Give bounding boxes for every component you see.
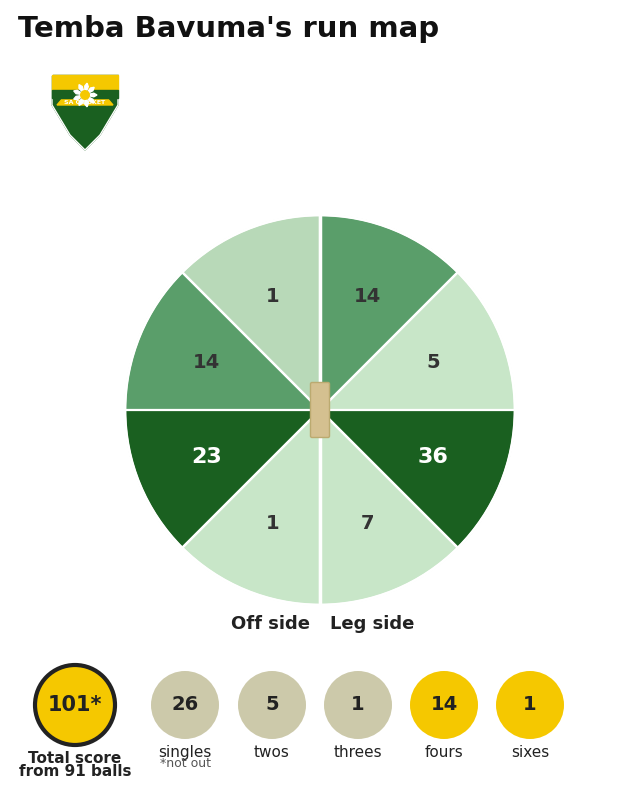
Polygon shape bbox=[182, 410, 320, 605]
Circle shape bbox=[496, 671, 564, 739]
Text: 5: 5 bbox=[427, 353, 440, 373]
Polygon shape bbox=[79, 95, 85, 105]
Text: 1: 1 bbox=[266, 514, 280, 533]
Text: 1: 1 bbox=[351, 696, 365, 714]
Polygon shape bbox=[320, 272, 515, 410]
Polygon shape bbox=[125, 410, 320, 548]
Text: threes: threes bbox=[333, 745, 382, 760]
Text: sixes: sixes bbox=[511, 745, 549, 760]
FancyBboxPatch shape bbox=[310, 382, 330, 437]
Text: 101*: 101* bbox=[48, 695, 102, 715]
Text: Total score: Total score bbox=[28, 751, 122, 766]
Text: fours: fours bbox=[424, 745, 463, 760]
Polygon shape bbox=[52, 90, 118, 98]
Circle shape bbox=[35, 665, 115, 745]
Text: 23: 23 bbox=[191, 447, 222, 467]
Text: 14: 14 bbox=[353, 287, 381, 306]
Polygon shape bbox=[125, 272, 320, 410]
Text: 36: 36 bbox=[418, 447, 449, 467]
Text: twos: twos bbox=[254, 745, 290, 760]
Text: 1: 1 bbox=[266, 287, 280, 306]
Polygon shape bbox=[182, 215, 320, 410]
Polygon shape bbox=[57, 98, 113, 105]
Circle shape bbox=[80, 90, 90, 100]
Text: Temba Bavuma's run map: Temba Bavuma's run map bbox=[18, 15, 439, 43]
Polygon shape bbox=[320, 410, 515, 548]
Text: Off side: Off side bbox=[231, 615, 310, 633]
Polygon shape bbox=[52, 75, 118, 90]
Polygon shape bbox=[85, 95, 94, 103]
Text: from 91 balls: from 91 balls bbox=[19, 764, 131, 779]
Text: singles: singles bbox=[158, 745, 212, 760]
Text: 5: 5 bbox=[265, 696, 279, 714]
Text: *not out: *not out bbox=[159, 757, 211, 770]
Circle shape bbox=[324, 671, 392, 739]
Text: Leg side: Leg side bbox=[330, 615, 414, 633]
Text: SA CRICKET: SA CRICKET bbox=[65, 100, 106, 104]
Circle shape bbox=[410, 671, 478, 739]
Polygon shape bbox=[320, 410, 458, 605]
Circle shape bbox=[151, 671, 219, 739]
Polygon shape bbox=[79, 84, 85, 95]
Polygon shape bbox=[52, 75, 118, 150]
Polygon shape bbox=[84, 83, 88, 95]
Polygon shape bbox=[85, 93, 97, 96]
Text: 26: 26 bbox=[172, 696, 198, 714]
Circle shape bbox=[238, 671, 306, 739]
Polygon shape bbox=[320, 215, 458, 410]
Text: 7: 7 bbox=[360, 514, 374, 533]
Text: 14: 14 bbox=[430, 696, 458, 714]
Polygon shape bbox=[84, 95, 88, 107]
Polygon shape bbox=[74, 95, 85, 100]
Polygon shape bbox=[74, 90, 85, 95]
Text: 14: 14 bbox=[193, 353, 220, 373]
Polygon shape bbox=[85, 87, 94, 95]
Text: 1: 1 bbox=[523, 696, 537, 714]
